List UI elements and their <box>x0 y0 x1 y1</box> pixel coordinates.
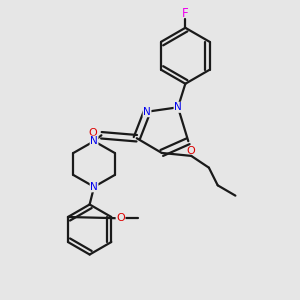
Text: O: O <box>116 213 125 223</box>
Text: F: F <box>182 7 189 20</box>
Text: N: N <box>143 107 151 117</box>
Text: N: N <box>90 182 98 192</box>
Text: N: N <box>174 102 182 112</box>
Text: O: O <box>89 128 98 138</box>
Text: O: O <box>187 146 196 156</box>
Text: N: N <box>90 136 98 146</box>
